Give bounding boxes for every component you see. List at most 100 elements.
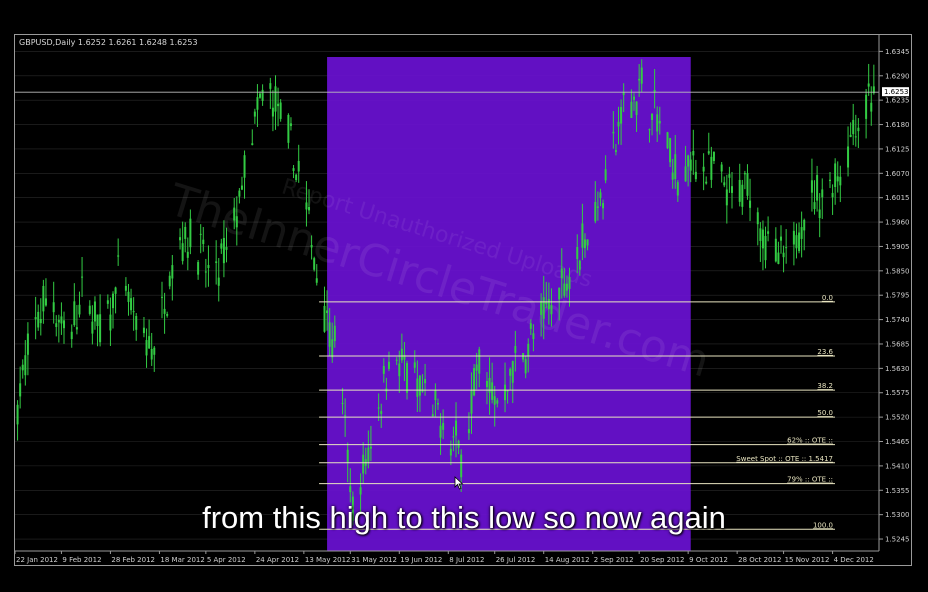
candle-body (274, 86, 277, 112)
y-tick-label: 1.5520 (885, 414, 910, 422)
x-tick-label: 28 Oct 2012 (738, 556, 781, 564)
candle-body (630, 101, 633, 118)
candle-body (836, 176, 839, 182)
y-tick-label: 1.5245 (885, 536, 910, 544)
candle-body (800, 227, 803, 239)
candle-body (163, 308, 166, 314)
candle-body (798, 232, 801, 252)
x-tick-label: 20 Sep 2012 (640, 556, 684, 564)
candle-body (26, 333, 29, 355)
candle-body (308, 207, 311, 211)
candle-body (821, 189, 824, 198)
price-badge-label: 1.6253 (884, 88, 909, 96)
candle-body (473, 368, 476, 396)
candle-body (202, 239, 205, 245)
candle-body (362, 454, 365, 474)
candle-body (558, 287, 561, 300)
y-tick-label: 1.5740 (885, 316, 910, 324)
fib-level-label: 62% :: OTE :: (787, 437, 833, 445)
candle-body (439, 425, 442, 438)
candle-body (112, 293, 115, 309)
candle-body (496, 400, 499, 404)
x-tick-label: 15 Nov 2012 (785, 556, 830, 564)
y-tick-label: 1.5355 (885, 487, 910, 495)
y-tick-label: 1.5630 (885, 365, 910, 373)
candle-body (782, 252, 785, 258)
candle-body (344, 415, 347, 417)
candle-body (759, 228, 762, 241)
candle-body (730, 186, 733, 193)
candle-body (215, 261, 218, 263)
candle-body (867, 83, 870, 87)
y-tick-label: 1.6290 (885, 72, 910, 80)
candle-body (199, 233, 202, 235)
candle-body (583, 239, 586, 249)
candle-body (792, 230, 795, 245)
candle-body (640, 67, 643, 84)
x-tick-label: 9 Feb 2012 (62, 556, 101, 564)
candle-body (387, 361, 390, 369)
candle-body (271, 107, 274, 117)
fib-level-label: 38.2 (817, 382, 833, 390)
candle-body (604, 169, 607, 181)
y-tick-label: 1.6235 (885, 97, 910, 105)
candle-body (527, 343, 530, 357)
candle-body (52, 302, 55, 313)
candle-body (545, 301, 548, 305)
candle-body (620, 107, 623, 124)
candle-body (816, 175, 819, 201)
candle-body (455, 420, 458, 436)
candle-body (725, 189, 728, 206)
symbol-info: GBPUSD,Daily 1.6252 1.6261 1.6248 1.6253 (19, 38, 198, 47)
candle-body (547, 299, 550, 310)
candle-body (42, 285, 45, 312)
candle-body (488, 377, 491, 393)
x-tick-label: 9 Oct 2012 (689, 556, 728, 564)
y-tick-label: 1.6180 (885, 121, 910, 129)
fib-level-label: 0.0 (822, 294, 833, 302)
x-tick-label: 24 Apr 2012 (256, 556, 299, 564)
candle-body (565, 283, 568, 291)
candle-body (865, 94, 868, 119)
candle-body (166, 314, 169, 316)
x-tick-label: 4 Dec 2012 (834, 556, 874, 564)
candle-body (568, 276, 571, 289)
candle-body (145, 340, 148, 356)
candle-body (351, 496, 354, 521)
candle-body (602, 202, 605, 209)
fib-level-label: 50.0 (817, 409, 833, 417)
candle-body (34, 317, 37, 320)
x-tick-label: 13 May 2012 (305, 556, 351, 564)
candle-body (687, 155, 690, 167)
candle-body (184, 226, 187, 239)
candle-body (756, 212, 759, 225)
y-tick-label: 1.6345 (885, 48, 910, 56)
candle-body (279, 102, 282, 119)
candle-body (253, 111, 256, 117)
y-tick-label: 1.5410 (885, 462, 910, 470)
candle-body (854, 136, 857, 138)
candle-body (669, 138, 672, 163)
candle-body (63, 320, 66, 329)
candle-body (596, 206, 599, 208)
candle-body (114, 287, 117, 294)
candle-body (295, 174, 298, 181)
fib-level-label: Sweet Spot :: OTE :: 1.5417 (736, 455, 833, 463)
x-tick-label: 8 Jul 2012 (449, 556, 484, 564)
candle-body (738, 179, 741, 202)
candle-body (380, 411, 383, 414)
candle-body (857, 127, 860, 132)
candle-body (78, 304, 81, 315)
candle-body (692, 151, 695, 156)
candle-body (235, 216, 238, 228)
candle-body (277, 103, 280, 107)
mouse-cursor-icon (454, 476, 464, 490)
candle-body (431, 414, 434, 417)
candle-body (622, 92, 625, 96)
candle-body (509, 368, 512, 376)
candle-body (305, 202, 308, 210)
candle-body (413, 362, 416, 368)
candle-body (398, 363, 401, 377)
candle-body (256, 97, 259, 110)
